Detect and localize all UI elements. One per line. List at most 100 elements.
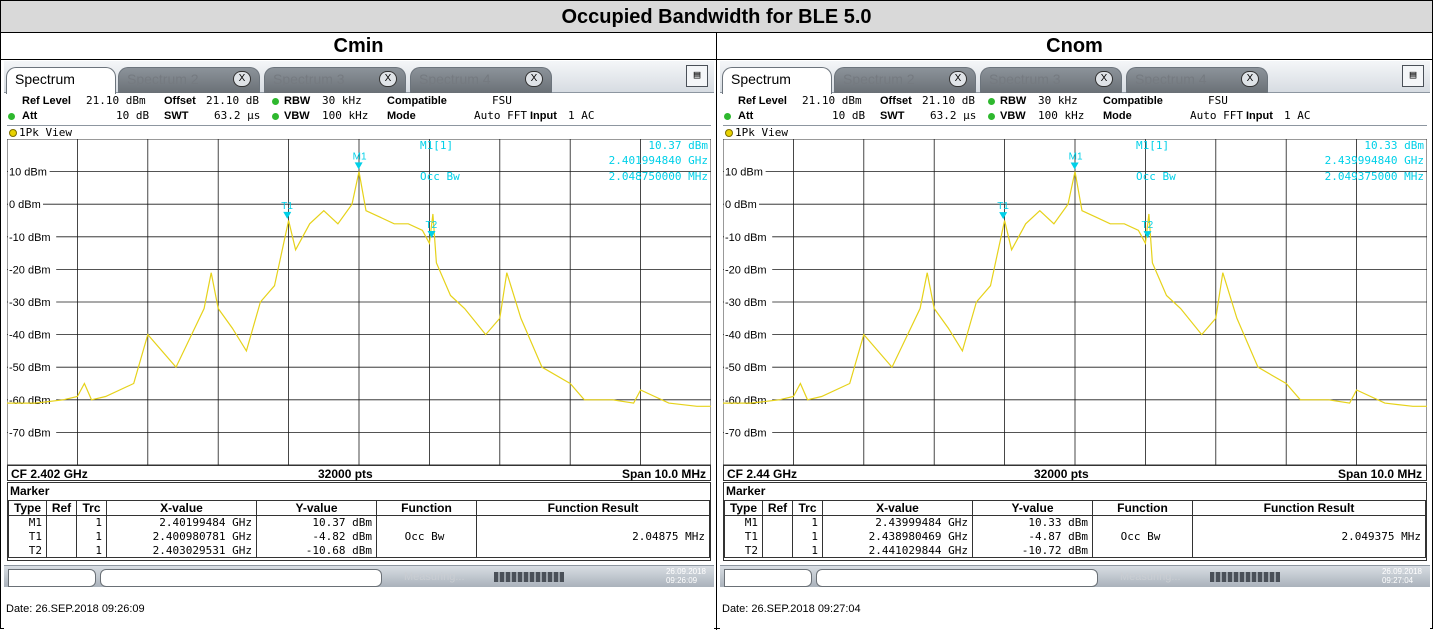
rbw-indicator-icon (988, 93, 995, 109)
offset-value: 21.10 dB (206, 94, 259, 107)
spectrum-plot: 10 dBm 0 dBm -10 dBm -20 dBm -30 dBm -40 dBm -… (7, 139, 711, 465)
marker-table-title: Marker (726, 484, 766, 498)
table-cell: 1 (792, 543, 823, 558)
col-function: Function (1092, 500, 1193, 516)
tab-spectrum-2[interactable]: Spectrum 2 X (118, 67, 260, 93)
view-bar: 1Pk View (7, 125, 711, 139)
trace-line (723, 171, 1427, 407)
compatible-label: Compatible (387, 95, 447, 107)
marker-readout-freq: 2.439994840 GHz (1325, 154, 1424, 167)
col-ref: Ref (46, 500, 77, 516)
close-icon[interactable]: X (1095, 71, 1113, 87)
status-field-left[interactable] (724, 569, 812, 587)
sweep-points: 32000 pts (318, 467, 373, 481)
tab-spectrum-4[interactable]: Spectrum 4 X (410, 67, 552, 93)
input-label: Input (530, 110, 557, 122)
y-tick-label: 10 dBm (9, 167, 47, 179)
col-x-value: X-value (106, 500, 257, 516)
table-cell: T1 (724, 529, 763, 544)
y-tick-label: -70 dBm (725, 427, 767, 439)
vbw-indicator-icon (988, 108, 995, 124)
plot-footer: CF 2.44 GHz 32000 pts Span 10.0 MHz (723, 465, 1427, 481)
col-trc: Trc (76, 500, 107, 516)
table-cell (1092, 543, 1193, 558)
y-tick-label: -30 dBm (725, 297, 767, 309)
tab-spectrum[interactable]: Spectrum (6, 67, 116, 94)
status-field-message[interactable] (816, 569, 1098, 587)
menu-icon[interactable]: ▤ (686, 65, 708, 87)
offset-value: 21.10 dB (922, 94, 975, 107)
table-cell: -4.87 dBm (972, 529, 1093, 544)
col-trc: Trc (792, 500, 823, 516)
y-tick-label: 0 dBm (725, 199, 757, 211)
close-icon[interactable]: X (379, 71, 397, 87)
marker-label: M1 (353, 151, 367, 162)
status-field-left[interactable] (8, 569, 96, 587)
tab-label: Spectrum 4 (1135, 71, 1207, 87)
marker-t1-icon[interactable] (999, 212, 1008, 220)
swt-value: 63.2 μs (930, 109, 977, 122)
rbw-indicator-icon (272, 93, 279, 109)
settings-row-2: Att 10 dB SWT 63.2 μs VBW 100 kHz Mode A… (720, 108, 1430, 124)
table-cell: 10.33 dBm (972, 515, 1093, 530)
close-icon[interactable]: X (233, 71, 251, 87)
tab-spectrum-3[interactable]: Spectrum 3 X (264, 67, 406, 93)
status-date: 26.09.2018 09:26:09 (665, 567, 706, 585)
marker-readout-value: 10.33 dBm (1364, 139, 1424, 152)
marker-label: T1 (997, 201, 1009, 212)
marker-readout-value: 10.37 dBm (648, 139, 708, 152)
table-cell (1192, 515, 1426, 530)
table-cell: Occ Bw (1092, 529, 1193, 544)
tab-label: Spectrum 4 (419, 71, 491, 87)
tab-spectrum[interactable]: Spectrum (722, 67, 832, 94)
col-x-value: X-value (822, 500, 973, 516)
marker-t2-icon[interactable] (427, 231, 436, 239)
marker-t2-icon[interactable] (1143, 231, 1152, 239)
status-field-message[interactable] (100, 569, 382, 587)
plot-grid (723, 139, 1427, 465)
menu-icon[interactable]: ▤ (1402, 65, 1424, 87)
tab-spectrum-2[interactable]: Spectrum 2 X (834, 67, 976, 93)
table-cell: -10.68 dBm (256, 543, 377, 558)
table-cell: T2 (724, 543, 763, 558)
table-cell (376, 543, 477, 558)
y-tick-background (8, 164, 50, 178)
offset-label: Offset (164, 95, 196, 107)
y-tick-background (8, 327, 57, 341)
close-icon[interactable]: X (1241, 71, 1259, 87)
table-cell: 10.37 dBm (256, 515, 377, 530)
y-tick-label: -40 dBm (725, 330, 767, 342)
vbw-value: 100 kHz (1038, 109, 1085, 122)
y-tick-label: 10 dBm (725, 167, 763, 179)
marker-m1-icon[interactable] (1070, 162, 1079, 170)
table-cell (762, 515, 793, 530)
compatible-value: FSU (492, 94, 512, 107)
spectrum-plot: 10 dBm 0 dBm -10 dBm -20 dBm -30 dBm -40 dBm -… (723, 139, 1427, 465)
tab-label: Spectrum 3 (989, 71, 1061, 87)
tab-spectrum-3[interactable]: Spectrum 3 X (980, 67, 1122, 93)
y-tick-background (724, 197, 759, 211)
table-cell: 2.438980469 GHz (822, 529, 973, 544)
tab-spectrum-4[interactable]: Spectrum 4 X (1126, 67, 1268, 93)
close-icon[interactable]: X (525, 71, 543, 87)
rbw-value: 30 kHz (322, 94, 362, 107)
close-icon[interactable]: X (949, 71, 967, 87)
status-bar: Measuring... 26.09.2018 09:27:04 (720, 565, 1430, 587)
progress-icon (494, 572, 564, 582)
capture-date: Date: 26.SEP.2018 09:27:04 (722, 603, 861, 615)
occ-bw-value: 2.049375000 MHz (1325, 170, 1424, 183)
marker-m1-icon[interactable] (354, 162, 363, 170)
marker-table: Type Ref Trc X-value Y-value Function Fu… (8, 500, 710, 558)
trace-line (7, 171, 711, 407)
settings-row-2: Att 10 dB SWT 63.2 μs VBW 100 kHz Mode A… (4, 108, 714, 124)
ref-level-label: Ref Level (738, 95, 787, 107)
col-function-result: Function Result (476, 500, 710, 516)
trace-indicator-icon (9, 129, 17, 137)
y-tick-label: -60 dBm (725, 395, 767, 407)
marker-t1-icon[interactable] (283, 211, 292, 219)
col-ref: Ref (762, 500, 793, 516)
page-title: Occupied Bandwidth for BLE 5.0 (1, 1, 1432, 33)
column-divider (716, 33, 717, 630)
y-tick-label: -70 dBm (9, 427, 51, 439)
ref-level-label: Ref Level (22, 95, 71, 107)
